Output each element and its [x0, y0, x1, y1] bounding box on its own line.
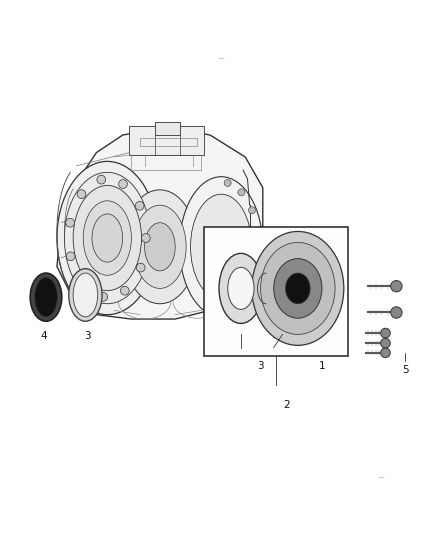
Ellipse shape [73, 185, 141, 290]
Ellipse shape [248, 207, 255, 214]
Text: 4: 4 [40, 332, 47, 341]
Ellipse shape [274, 259, 322, 318]
Ellipse shape [141, 233, 150, 243]
PathPatch shape [57, 126, 263, 319]
Bar [204, 227, 348, 356]
Ellipse shape [97, 175, 106, 184]
Text: —: — [218, 55, 225, 61]
Ellipse shape [134, 205, 186, 288]
Ellipse shape [120, 286, 129, 295]
Ellipse shape [381, 328, 390, 338]
Ellipse shape [254, 230, 261, 237]
Ellipse shape [79, 280, 88, 288]
Ellipse shape [191, 194, 252, 300]
Ellipse shape [66, 219, 74, 227]
Ellipse shape [64, 172, 150, 304]
Ellipse shape [145, 223, 175, 271]
Ellipse shape [92, 214, 123, 262]
Ellipse shape [99, 293, 108, 301]
Ellipse shape [224, 180, 231, 187]
Ellipse shape [73, 273, 98, 317]
Ellipse shape [391, 307, 402, 318]
Ellipse shape [180, 177, 263, 317]
Bar [140, 138, 197, 146]
Text: 1: 1 [318, 361, 325, 370]
Ellipse shape [238, 189, 245, 196]
Text: 5: 5 [402, 365, 409, 375]
Text: 2: 2 [283, 400, 290, 410]
Ellipse shape [248, 280, 255, 287]
Ellipse shape [261, 243, 335, 334]
Ellipse shape [219, 253, 263, 324]
Bar [155, 122, 180, 135]
Ellipse shape [123, 190, 197, 304]
Ellipse shape [136, 263, 145, 272]
Ellipse shape [119, 180, 127, 188]
Ellipse shape [30, 273, 62, 321]
Ellipse shape [254, 256, 261, 263]
Ellipse shape [381, 348, 390, 358]
Ellipse shape [66, 252, 75, 261]
Ellipse shape [35, 278, 57, 317]
Ellipse shape [83, 201, 131, 275]
Text: 3: 3 [257, 361, 264, 370]
Text: 3: 3 [84, 332, 91, 341]
Ellipse shape [286, 273, 310, 304]
Ellipse shape [391, 280, 402, 292]
Ellipse shape [238, 298, 245, 305]
Bar [129, 126, 204, 155]
Ellipse shape [77, 190, 86, 198]
Text: —: — [378, 474, 385, 480]
Ellipse shape [252, 231, 344, 345]
Ellipse shape [224, 307, 231, 314]
Ellipse shape [135, 201, 144, 210]
Ellipse shape [228, 268, 254, 310]
Ellipse shape [57, 161, 158, 314]
Ellipse shape [69, 269, 102, 321]
Ellipse shape [381, 338, 390, 348]
